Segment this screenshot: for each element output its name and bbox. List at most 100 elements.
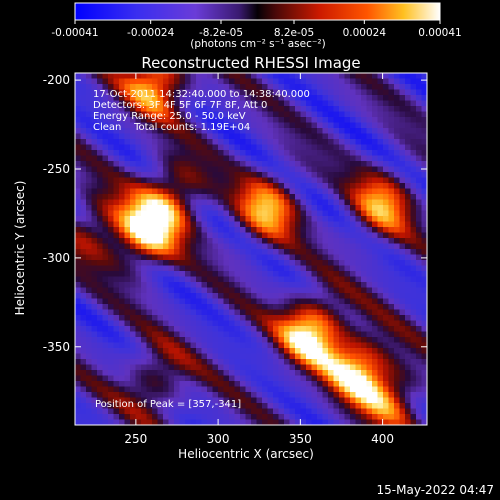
heatmap-cell [355,78,362,85]
heatmap-cell [240,238,247,245]
heatmap-cell [157,320,164,327]
heatmap-cell [130,161,137,168]
heatmap-cell [146,122,153,129]
heatmap-cell [190,381,197,388]
heatmap-cell [416,331,423,338]
heatmap-cell [383,73,390,80]
heatmap-cell [273,221,280,228]
heatmap-cell [311,287,318,294]
heatmap-cell [102,216,109,223]
heatmap-cell [339,370,346,377]
heatmap-cell [91,144,98,151]
heatmap-cell [361,276,368,283]
heatmap-cell [251,78,258,85]
heatmap-cell [240,128,247,135]
heatmap-cell [350,397,357,404]
heatmap-cell [135,265,142,272]
heatmap-cell [179,155,186,162]
heatmap-cell [361,353,368,360]
heatmap-cell [102,194,109,201]
heatmap-cell [152,397,159,404]
heatmap-cell [152,155,159,162]
heatmap-cell [135,95,142,102]
heatmap-cell [174,106,181,113]
heatmap-cell [311,128,318,135]
heatmap-cell [372,78,379,85]
heatmap-cell [278,166,285,173]
heatmap-cell [218,210,225,217]
heatmap-cell [372,282,379,289]
heatmap-cell [113,117,120,124]
heatmap-cell [179,221,186,228]
heatmap-cell [174,386,181,393]
heatmap-cell [185,348,192,355]
heatmap-cell [86,183,93,190]
heatmap-cell [388,276,395,283]
heatmap-cell [108,309,115,316]
heatmap-cell [394,359,401,366]
heatmap-cell [344,177,351,184]
heatmap-cell [212,375,219,382]
heatmap-cell [80,150,87,157]
heatmap-cell [251,419,258,425]
heatmap-cell [372,353,379,360]
heatmap-cell [196,227,203,234]
heatmap-cell [190,287,197,294]
heatmap-cell [350,166,357,173]
heatmap-cell [245,133,252,140]
heatmap-cell [405,122,412,129]
heatmap-cell [157,287,164,294]
heatmap-cell [416,271,423,278]
heatmap-cell [163,95,170,102]
heatmap-cell [410,161,417,168]
heatmap-cell [240,397,247,404]
heatmap-cell [251,216,258,223]
heatmap-cell [223,381,230,388]
heatmap-cell [212,370,219,377]
heatmap-cell [179,414,186,421]
heatmap-cell [157,155,164,162]
heatmap-cell [113,315,120,322]
heatmap-cell [130,375,137,382]
heatmap-cell [240,337,247,344]
heatmap-cell [251,238,258,245]
heatmap-cell [410,348,417,355]
heatmap-cell [361,89,368,96]
heatmap-cell [317,122,324,129]
heatmap-cell [333,111,340,118]
heatmap-cell [102,287,109,294]
heatmap-cell [168,199,175,206]
heatmap-cell [218,144,225,151]
heatmap-cell [388,205,395,212]
heatmap-cell [102,150,109,157]
heatmap-cell [311,172,318,179]
heatmap-cell [207,183,214,190]
heatmap-cell [141,89,148,96]
heatmap-cell [344,353,351,360]
heatmap-cell [306,205,313,212]
heatmap-cell [328,359,335,366]
heatmap-cell [168,161,175,168]
heatmap-cell [135,397,142,404]
heatmap-cell [245,271,252,278]
heatmap-cell [388,348,395,355]
heatmap-cell [361,128,368,135]
heatmap-cell [119,205,126,212]
heatmap-cell [102,210,109,217]
heatmap-cell [344,73,351,80]
heatmap-cell [317,100,324,107]
heatmap-cell [383,276,390,283]
heatmap-cell [218,199,225,206]
heatmap-cell [399,249,406,256]
heatmap-cell [333,392,340,399]
heatmap-cell [410,370,417,377]
heatmap-cell [185,139,192,146]
heatmap-cell [322,155,329,162]
heatmap-cell [174,315,181,322]
heatmap-cell [97,122,104,129]
heatmap-cell [317,265,324,272]
heatmap-cell [207,309,214,316]
heatmap-cell [190,183,197,190]
heatmap-cell [168,370,175,377]
heatmap-cell [311,326,318,333]
